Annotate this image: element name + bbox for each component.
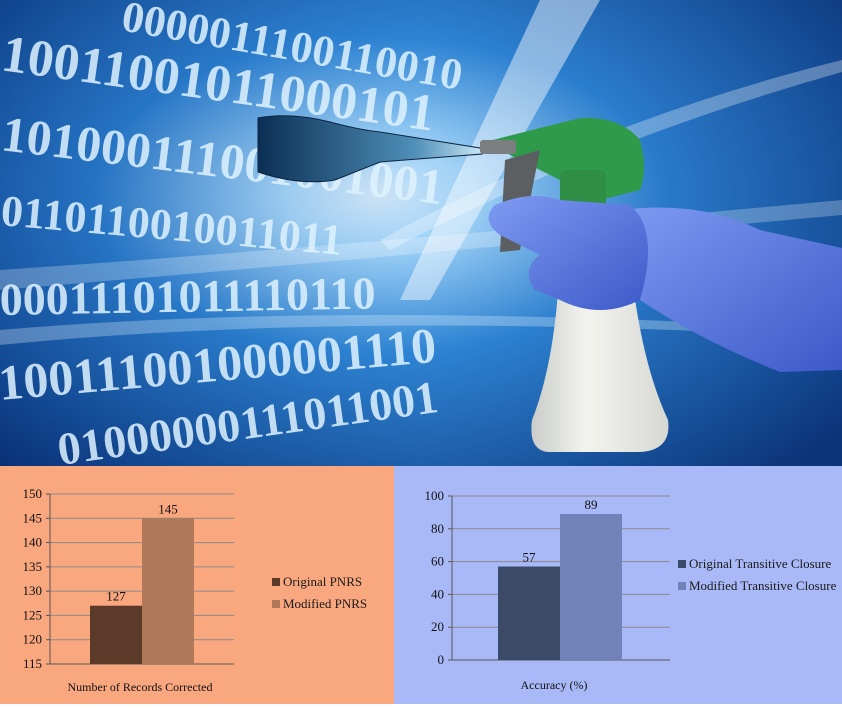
data-cleaning-illustration: 0000011100110010 10011001011000101 10100…: [0, 0, 842, 466]
glove-arm: [620, 207, 842, 372]
bar-original-pnrs: [90, 605, 142, 664]
y-tick-label: 140: [23, 535, 43, 550]
bar-original-transitive-closure: [498, 566, 560, 660]
legend-label-modified-transitive: Modified Transitive Closure: [689, 578, 837, 593]
bar-chart-accuracy: 0 20 40 60 80 100 57 89: [425, 488, 670, 667]
y-tick-label: 80: [431, 521, 444, 536]
legend-item-original-transitive-closure: Original Transitive Closure: [678, 556, 838, 572]
y-tick-label: 120: [23, 632, 43, 647]
y-tick-label: 145: [23, 510, 43, 525]
data-label: 127: [106, 589, 126, 604]
legend-accuracy: Original Transitive Closure Modified Tra…: [678, 556, 838, 600]
legend-item-modified-transitive-closure: Modified Transitive Closure: [678, 578, 838, 594]
chart-panel-accuracy: 0 20 40 60 80 100 57 89 Original Transitive Clo…: [394, 466, 842, 704]
legend-label-modified-pnrs: Modified PNRS: [283, 596, 368, 611]
hero-illustration: 0000011100110010 10011001011000101 10100…: [0, 0, 842, 466]
spray-bottle: [531, 258, 669, 452]
legend-swatch-original-transitive: [678, 560, 686, 568]
y-tick-label: 150: [23, 486, 43, 501]
bar-modified-transitive-closure: [560, 514, 622, 660]
legend-swatch-original-pnrs: [272, 578, 280, 586]
data-label: 57: [523, 550, 537, 565]
legend-records: Original PNRS Modified PNRS: [272, 574, 367, 618]
y-tick-label: 130: [23, 583, 43, 598]
y-tick-label: 20: [431, 619, 444, 634]
y-tick-label: 100: [425, 488, 445, 503]
x-axis-label-records: Number of Records Corrected: [67, 680, 213, 694]
legend-label-original-pnrs: Original PNRS: [283, 574, 363, 589]
glove-hand: [488, 196, 648, 310]
y-tick-label: 0: [438, 652, 445, 667]
spray-mist: [257, 115, 483, 183]
legend-swatch-modified-transitive: [678, 582, 686, 590]
y-tick-label: 60: [431, 554, 444, 569]
data-label: 89: [585, 497, 598, 512]
legend-item-modified-pnrs: Modified PNRS: [272, 596, 367, 612]
y-tick-label: 135: [23, 559, 43, 574]
chart-panel-records: 115 120 125 130 135 140 145 150 127 145 Original …: [0, 466, 394, 704]
x-axis-label-accuracy: Accuracy (%): [520, 678, 588, 692]
legend-label-original-transitive: Original Transitive Closure: [689, 556, 832, 571]
y-tick-label: 125: [23, 607, 43, 622]
y-tick-label: 40: [431, 586, 444, 601]
legend-item-original-pnrs: Original PNRS: [272, 574, 367, 590]
binary-row-4: 00011101011110110: [0, 267, 376, 325]
y-tick-label: 115: [23, 656, 42, 671]
bar-modified-pnrs: [142, 518, 194, 664]
legend-swatch-modified-pnrs: [272, 600, 280, 608]
bar-chart-records-corrected: 115 120 125 130 135 140 145 150 127 145: [23, 486, 234, 671]
data-label: 145: [158, 501, 178, 516]
